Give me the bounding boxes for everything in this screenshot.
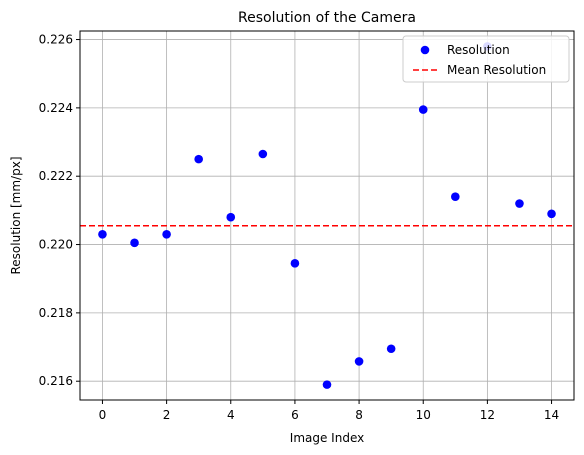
legend-marker — [420, 45, 430, 55]
x-tick-label: 12 — [480, 408, 495, 422]
y-axis-label: Resolution [mm/px] — [9, 156, 23, 274]
x-tick-label: 10 — [416, 408, 431, 422]
x-tick-label: 0 — [99, 408, 107, 422]
data-point — [226, 212, 236, 222]
legend-box — [402, 35, 570, 83]
x-tick-label: 2 — [163, 408, 171, 422]
y-tick-label: 0.216 — [39, 374, 73, 388]
data-point — [322, 380, 332, 389]
x-tick-label: 6 — [291, 408, 299, 422]
legend: Resolution Mean Resolution — [402, 35, 570, 83]
axes-frame — [79, 30, 575, 401]
y-tick-label: 0.218 — [39, 306, 73, 320]
legend-label: Mean Resolution — [447, 63, 546, 77]
y-tick-label: 0.220 — [39, 238, 73, 252]
data-point — [162, 229, 171, 239]
data-point — [386, 344, 396, 354]
data-point — [290, 259, 300, 268]
y-axis: 0.216 0.218 0.220 0.222 0.224 0.226 — [39, 33, 80, 388]
data-point — [515, 199, 524, 208]
x-tick-label: 4 — [227, 408, 235, 422]
data-point — [354, 357, 364, 366]
data-point — [547, 209, 556, 219]
y-tick-label: 0.226 — [39, 33, 73, 47]
x-tick-label: 14 — [544, 408, 559, 422]
data-point — [451, 192, 460, 202]
y-tick-label: 0.222 — [39, 169, 73, 183]
x-axis-label: Image Index — [290, 431, 364, 445]
data-point — [194, 154, 203, 164]
data-point — [418, 105, 428, 114]
chart-title: Resolution of the Camera — [238, 10, 416, 26]
data-point — [98, 229, 107, 239]
grid — [80, 31, 574, 400]
x-tick-label: 8 — [355, 408, 363, 422]
x-axis: 0 2 4 6 8 10 12 14 — [99, 400, 559, 422]
y-tick-label: 0.224 — [39, 101, 73, 115]
data-point — [130, 238, 139, 248]
plot-area — [80, 42, 574, 389]
legend-label: Resolution — [447, 43, 510, 57]
data-point — [258, 149, 268, 159]
